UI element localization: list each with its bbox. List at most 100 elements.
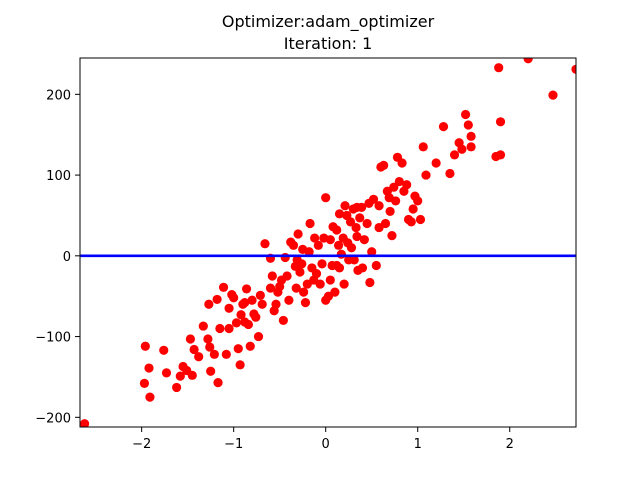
data-point: [466, 131, 476, 141]
data-point: [194, 352, 204, 362]
data-point: [255, 290, 265, 300]
data-point: [288, 240, 299, 250]
data-point: [466, 142, 476, 152]
data-point: [333, 240, 344, 250]
data-point: [175, 371, 185, 381]
data-point: [298, 244, 308, 254]
data-point: [187, 370, 197, 380]
x-tick-label: 0: [322, 437, 330, 452]
data-point: [495, 150, 506, 160]
data-point: [245, 341, 255, 351]
data-point: [280, 252, 290, 263]
data-point: [415, 214, 426, 225]
y-tick-label: 100: [46, 169, 71, 184]
data-point: [144, 363, 154, 373]
data-point: [355, 213, 365, 223]
x-tick-label: 1: [414, 437, 422, 452]
data-point: [313, 240, 323, 250]
data-point: [384, 193, 394, 203]
data-point: [297, 259, 307, 269]
data-point: [339, 279, 349, 289]
data-point: [203, 334, 213, 344]
data-point: [408, 204, 418, 214]
data-point: [367, 247, 377, 257]
data-point: [317, 259, 327, 269]
data-point: [359, 235, 369, 245]
data-point: [457, 144, 467, 154]
data-point: [253, 331, 264, 342]
data-point: [198, 321, 208, 331]
data-point: [265, 283, 276, 293]
data-point: [346, 243, 357, 253]
data-point: [371, 260, 381, 271]
data-point: [394, 176, 404, 187]
plot-content: [80, 58, 576, 427]
data-point: [345, 217, 356, 227]
data-point: [213, 377, 223, 388]
data-point: [389, 182, 399, 192]
data-point: [80, 419, 90, 427]
data-point: [315, 279, 325, 289]
data-point: [571, 64, 576, 74]
data-point: [295, 267, 305, 277]
x-tick-label: 2: [506, 437, 514, 452]
data-point: [284, 295, 294, 305]
data-point: [362, 218, 372, 229]
data-point: [340, 201, 350, 211]
data-point: [267, 271, 277, 281]
data-point: [523, 58, 533, 64]
data-point: [139, 378, 150, 388]
data-point: [172, 382, 182, 393]
data-point: [229, 293, 239, 303]
data-point: [243, 319, 254, 330]
axes-frame: [79, 57, 577, 428]
data-point: [271, 299, 281, 309]
data-point: [189, 344, 199, 355]
data-point: [212, 294, 222, 305]
data-point: [332, 260, 342, 271]
data-point: [235, 360, 245, 370]
data-point: [321, 193, 331, 203]
data-point: [260, 239, 270, 249]
data-point: [349, 255, 359, 265]
data-point: [310, 233, 320, 243]
y-tick-label: −200: [35, 411, 71, 426]
data-point: [299, 287, 309, 297]
data-point: [185, 334, 196, 344]
data-point: [379, 160, 389, 170]
y-tick-label: −100: [35, 331, 71, 346]
data-point: [325, 235, 335, 245]
data-point: [215, 323, 225, 334]
plot-area: [80, 58, 576, 427]
data-point: [330, 287, 340, 297]
y-tick-label: 200: [46, 88, 71, 103]
data-point: [431, 158, 441, 168]
x-tick-label: −1: [224, 437, 243, 452]
data-point: [159, 345, 169, 355]
data-point: [352, 202, 362, 212]
data-point: [204, 299, 214, 309]
data-point: [460, 109, 471, 120]
data-point: [221, 349, 231, 359]
data-point: [368, 194, 379, 204]
chart-subtitle: Iteration: 1: [284, 34, 373, 53]
data-point: [247, 295, 257, 305]
data-point: [291, 283, 301, 293]
data-point: [278, 315, 288, 326]
data-point: [282, 271, 292, 281]
data-point: [205, 342, 215, 352]
x-tick-label: −2: [132, 437, 151, 452]
data-point: [300, 298, 311, 308]
data-point: [240, 298, 250, 308]
chart-title: Optimizer:adam_optimizer: [222, 12, 435, 32]
data-point: [224, 303, 234, 313]
data-point: [413, 196, 423, 206]
data-point: [218, 282, 229, 292]
data-point: [445, 168, 455, 179]
data-point: [374, 201, 384, 211]
data-point: [495, 117, 506, 127]
data-point: [421, 170, 431, 180]
data-point: [231, 318, 242, 328]
data-point: [494, 63, 504, 73]
